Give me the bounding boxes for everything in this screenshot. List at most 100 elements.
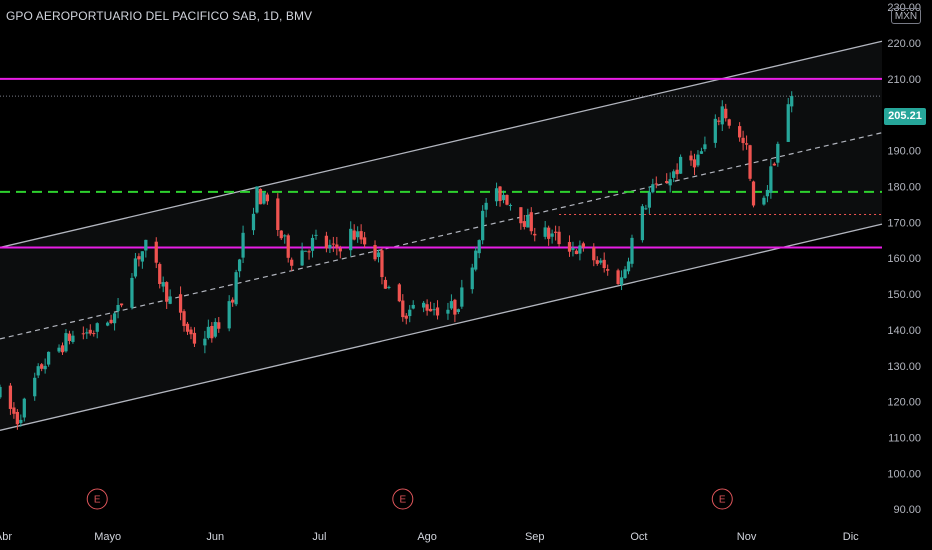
earnings-label: E: [94, 495, 101, 506]
candle: [529, 207, 533, 235]
candle-body: [88, 329, 92, 334]
candle-body: [161, 282, 165, 287]
candle: [470, 263, 474, 294]
candle: [119, 303, 124, 308]
candle: [234, 269, 238, 307]
candle: [213, 318, 217, 339]
regression-channel[interactable]: [0, 40, 883, 431]
candle-body: [328, 244, 332, 249]
candle-body: [769, 166, 773, 193]
candle-body: [362, 237, 367, 245]
candle-body: [64, 333, 68, 352]
candle-body: [206, 326, 210, 338]
candle-body: [22, 398, 26, 418]
candle-body: [529, 212, 533, 232]
candle: [203, 330, 207, 354]
candle: [703, 136, 707, 152]
candle: [505, 194, 509, 206]
channel-upper-line[interactable]: [0, 40, 883, 249]
candle: [373, 240, 377, 262]
candle-body: [112, 313, 117, 324]
candle: [550, 229, 554, 244]
candle-body: [303, 250, 308, 252]
candle: [456, 308, 460, 315]
candle: [140, 251, 144, 269]
candle: [557, 226, 561, 247]
candle-body: [165, 282, 169, 302]
candle: [675, 163, 679, 180]
candle: [765, 185, 770, 203]
candle: [88, 324, 92, 336]
earnings-marker-0[interactable]: E: [86, 488, 108, 510]
earnings-circle: [86, 488, 108, 510]
candle-body: [85, 332, 89, 334]
candle-body: [397, 284, 401, 302]
candle: [46, 351, 51, 367]
candle-body: [213, 321, 217, 337]
time-axis[interactable]: Abr Mayo Jun Jul Ago Sep Oct Nov Dic: [0, 531, 859, 543]
candle-body: [689, 155, 693, 161]
earnings-marker-2[interactable]: E: [711, 488, 733, 510]
candle-body: [46, 351, 51, 365]
candle: [626, 257, 631, 275]
candle: [692, 153, 697, 176]
candle: [262, 191, 266, 205]
candle-body: [574, 250, 579, 255]
candle-body: [255, 186, 259, 213]
candle: [696, 150, 700, 168]
candle-body: [665, 180, 669, 184]
candle-body: [599, 260, 603, 263]
candle-body: [210, 326, 214, 339]
candle-body: [547, 227, 551, 239]
candle-body: [276, 198, 280, 231]
candle-body: [185, 323, 190, 332]
candle: [404, 313, 408, 325]
price-tick-label: 110.00: [888, 433, 921, 445]
candle: [144, 239, 148, 258]
candle-body: [290, 259, 294, 266]
candle: [574, 249, 579, 255]
price-tick-label: 210.00: [887, 74, 921, 86]
candle: [81, 326, 85, 340]
candle: [314, 229, 318, 240]
candle-body: [380, 250, 384, 278]
candle: [165, 281, 169, 309]
candle: [376, 249, 381, 263]
candle-body: [508, 205, 513, 207]
candle-body: [453, 299, 457, 315]
candle: [547, 225, 551, 246]
candle-body: [741, 137, 745, 144]
candle-body: [383, 279, 388, 289]
candle-body: [522, 221, 526, 227]
candle-body: [422, 302, 426, 308]
candle: [678, 154, 683, 174]
candle-body: [644, 208, 648, 210]
candle-body: [519, 207, 523, 224]
candles: [0, 91, 794, 430]
candle-body: [501, 194, 506, 201]
candle: [387, 285, 391, 290]
candle-body: [744, 143, 749, 145]
candle-body: [116, 304, 120, 312]
candle-body: [168, 296, 172, 304]
earnings-marker-1[interactable]: E: [392, 488, 414, 510]
candle: [751, 180, 756, 208]
candle: [307, 249, 311, 260]
candle: [738, 122, 742, 142]
channel-lower-line[interactable]: [0, 223, 883, 431]
candle-body: [154, 241, 158, 263]
candle: [772, 162, 776, 166]
candle-body: [505, 194, 509, 205]
candle: [724, 103, 728, 122]
candle-body: [790, 96, 794, 107]
candle-body: [592, 247, 596, 261]
candle-body: [376, 252, 381, 258]
candle-body: [428, 308, 433, 312]
currency-badge[interactable]: MXN: [891, 8, 921, 24]
price-axis[interactable]: 230.00220.00210.00200.00190.00180.00170.…: [887, 2, 921, 516]
channel-middle-line[interactable]: [0, 132, 883, 340]
candle: [185, 321, 190, 335]
earnings-circle: [392, 488, 414, 510]
